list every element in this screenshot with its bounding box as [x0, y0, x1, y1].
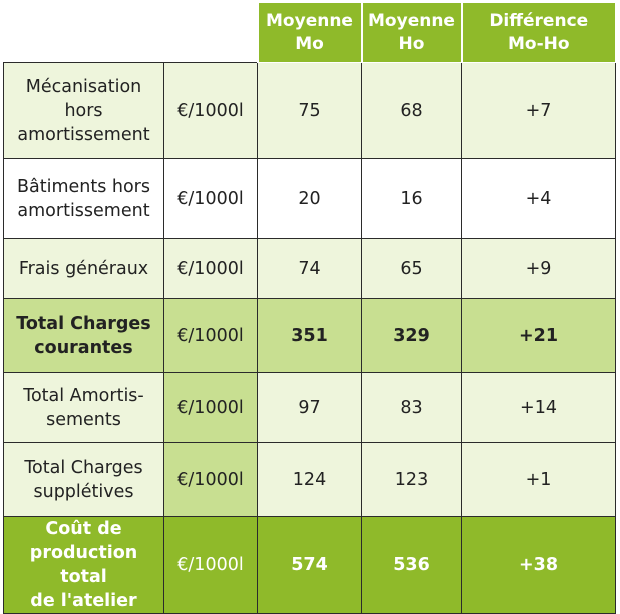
header-moyenne-mo-line2: Mo	[295, 33, 324, 54]
moyenne-mo-cell: 75	[257, 62, 362, 159]
moyenne-ho-cell: 536	[361, 516, 462, 614]
row-label: Frais généraux	[3, 238, 164, 299]
moyenne-ho-cell: 123	[361, 442, 462, 517]
cost-comparison-table: Moyenne Mo Moyenne Ho Différence Mo-Ho M…	[3, 2, 616, 614]
unit-cell: €/1000l	[163, 442, 258, 517]
table-row-mecanisation: Mécanisation hors amortissement €/1000l …	[3, 62, 616, 159]
difference-cell: +7	[461, 62, 616, 159]
table-header-row: Moyenne Mo Moyenne Ho Différence Mo-Ho	[3, 2, 616, 63]
header-empty-cell	[3, 2, 258, 63]
unit-cell: €/1000l	[163, 372, 258, 443]
unit-cell: €/1000l	[163, 298, 258, 373]
row-label: Coût de production total de l'atelier	[3, 516, 164, 614]
row-label-line: amortissement	[17, 200, 150, 221]
row-label-line: hors	[64, 100, 103, 121]
row-label-line: Frais généraux	[18, 258, 149, 279]
table-row-total-charges-suppletives: Total Charges supplétives €/1000l 124 12…	[3, 442, 616, 517]
header-moyenne-mo: Moyenne Mo	[256, 2, 362, 63]
row-label-line: Total Amortis-	[23, 385, 144, 406]
header-moyenne-ho: Moyenne Ho	[360, 2, 462, 63]
header-difference-line1: Différence	[489, 10, 589, 31]
unit-cell: €/1000l	[163, 158, 258, 239]
difference-cell: +14	[461, 372, 616, 443]
difference-cell: +1	[461, 442, 616, 517]
header-difference-line2: Mo-Ho	[507, 33, 570, 54]
row-label: Total Amortis- sements	[3, 372, 164, 443]
row-label-line: Total Charges	[16, 313, 151, 334]
moyenne-mo-cell: 574	[257, 516, 362, 614]
difference-cell: +9	[461, 238, 616, 299]
unit-cell: €/1000l	[163, 62, 258, 159]
row-label: Bâtiments hors amortissement	[3, 158, 164, 239]
row-label-line: Bâtiments hors	[16, 176, 150, 197]
row-label-line: sements	[46, 409, 121, 430]
moyenne-mo-cell: 124	[257, 442, 362, 517]
moyenne-ho-cell: 83	[361, 372, 462, 443]
row-label-line: Total Charges	[24, 457, 143, 478]
row-label-line: de l'atelier	[30, 591, 137, 611]
table-row-batiments: Bâtiments hors amortissement €/1000l 20 …	[3, 158, 616, 239]
row-label: Total Charges supplétives	[3, 442, 164, 517]
moyenne-mo-cell: 97	[257, 372, 362, 443]
row-label-line: amortissement	[17, 124, 150, 145]
moyenne-ho-cell: 65	[361, 238, 462, 299]
header-moyenne-mo-line1: Moyenne	[266, 10, 353, 31]
row-label-line: Mécanisation	[25, 76, 142, 97]
moyenne-ho-cell: 68	[361, 62, 462, 159]
table-row-cout-production-total: Coût de production total de l'atelier €/…	[3, 516, 616, 614]
row-label-line: courantes	[34, 337, 133, 358]
header-moyenne-ho-line2: Ho	[398, 33, 425, 54]
row-label: Total Charges courantes	[3, 298, 164, 373]
moyenne-mo-cell: 351	[257, 298, 362, 373]
row-label-line: Coût de	[45, 519, 122, 539]
moyenne-ho-cell: 16	[361, 158, 462, 239]
header-difference: Différence Mo-Ho	[460, 2, 616, 63]
moyenne-mo-cell: 20	[257, 158, 362, 239]
table-row-total-amortissements: Total Amortis- sements €/1000l 97 83 +14	[3, 372, 616, 443]
header-moyenne-ho-line1: Moyenne	[368, 10, 455, 31]
row-label-line: production total	[29, 543, 138, 587]
table-row-total-charges-courantes: Total Charges courantes €/1000l 351 329 …	[3, 298, 616, 373]
difference-cell: +21	[461, 298, 616, 373]
row-label: Mécanisation hors amortissement	[3, 62, 164, 159]
moyenne-ho-cell: 329	[361, 298, 462, 373]
difference-cell: +4	[461, 158, 616, 239]
difference-cell: +38	[461, 516, 616, 614]
unit-cell: €/1000l	[163, 238, 258, 299]
table-row-frais-generaux: Frais généraux €/1000l 74 65 +9	[3, 238, 616, 299]
unit-cell: €/1000l	[163, 516, 258, 614]
row-label-line: supplétives	[33, 481, 134, 502]
moyenne-mo-cell: 74	[257, 238, 362, 299]
